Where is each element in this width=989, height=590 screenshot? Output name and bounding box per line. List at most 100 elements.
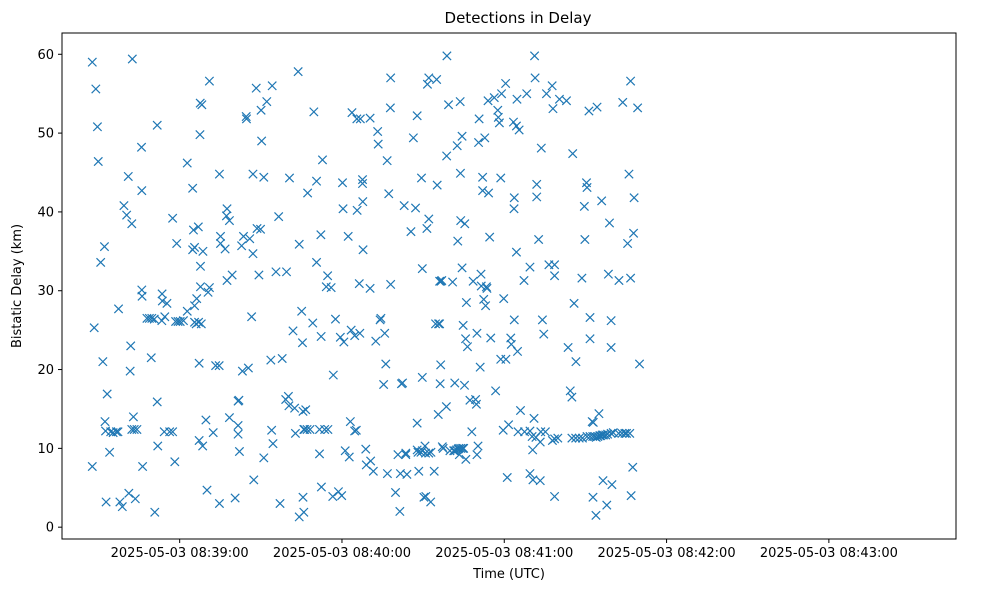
data-point	[441, 401, 452, 412]
data-point	[214, 360, 224, 371]
data-point	[530, 73, 540, 83]
data-point	[621, 428, 632, 439]
data-point	[532, 192, 542, 202]
data-point	[503, 420, 514, 430]
data-point	[259, 453, 269, 463]
data-point	[634, 359, 645, 369]
data-point	[311, 257, 322, 267]
data-point	[412, 418, 422, 428]
data-point	[365, 283, 375, 293]
data-point	[455, 96, 465, 107]
data-point	[456, 443, 466, 453]
data-point	[626, 491, 636, 501]
data-point	[571, 357, 581, 367]
data-point	[461, 297, 472, 308]
data-point	[127, 219, 137, 229]
data-point	[96, 257, 106, 267]
data-points	[87, 51, 645, 522]
data-point	[100, 416, 110, 427]
data-point	[429, 466, 439, 476]
data-point	[339, 337, 349, 347]
data-point	[594, 409, 604, 419]
data-point	[132, 424, 142, 435]
data-point	[629, 193, 639, 203]
data-point	[417, 264, 427, 274]
data-point	[479, 294, 489, 305]
data-point	[406, 226, 416, 237]
data-point	[386, 73, 396, 83]
data-point	[137, 291, 147, 301]
data-point	[127, 54, 137, 64]
data-point	[614, 275, 624, 286]
data-point	[89, 323, 99, 333]
data-point	[149, 314, 159, 324]
data-point	[194, 435, 204, 446]
data-point	[246, 312, 257, 322]
data-point	[496, 89, 507, 99]
data-point	[373, 126, 383, 137]
data-point	[137, 461, 148, 472]
data-point	[478, 172, 488, 182]
data-point	[237, 366, 248, 376]
data-point	[165, 427, 175, 437]
data-point	[87, 57, 97, 67]
data-point	[193, 222, 203, 232]
data-point	[284, 401, 294, 411]
data-point	[309, 107, 319, 117]
data-point	[603, 269, 614, 279]
data-point	[211, 360, 221, 371]
data-point	[480, 133, 490, 143]
data-point	[606, 316, 616, 326]
data-point	[401, 448, 411, 458]
data-point	[222, 204, 232, 214]
data-point	[352, 114, 362, 124]
data-point	[168, 213, 178, 223]
data-point	[435, 379, 445, 389]
data-point	[554, 94, 565, 104]
data-point	[438, 443, 448, 453]
data-point	[172, 238, 182, 249]
data-point	[337, 178, 348, 188]
data-point	[493, 112, 503, 122]
data-point	[350, 331, 360, 341]
data-point	[486, 333, 496, 343]
data-point	[344, 452, 354, 462]
data-point	[509, 315, 519, 325]
data-point	[204, 282, 215, 293]
data-point	[343, 231, 353, 241]
data-point	[571, 433, 581, 443]
data-point	[473, 441, 483, 451]
data-point	[567, 392, 577, 402]
data-point	[472, 450, 482, 460]
data-point	[382, 156, 392, 166]
data-point	[426, 497, 436, 507]
data-point	[301, 405, 311, 415]
data-point	[456, 215, 466, 226]
data-point	[574, 433, 584, 443]
data-point	[335, 332, 345, 342]
y-tick-label: 40	[37, 205, 54, 220]
data-point	[328, 491, 338, 502]
data-point	[478, 186, 488, 196]
data-point	[471, 399, 482, 409]
data-point	[474, 114, 484, 124]
data-point	[314, 449, 325, 459]
data-point	[485, 232, 495, 242]
data-point	[102, 389, 112, 399]
data-point	[602, 500, 612, 510]
data-point	[480, 301, 491, 311]
data-point	[214, 498, 225, 509]
plot-area	[61, 32, 957, 540]
data-point	[257, 136, 267, 146]
data-point	[460, 334, 471, 344]
data-point	[434, 276, 445, 286]
data-point	[284, 173, 295, 183]
data-point	[473, 137, 484, 148]
data-point	[618, 97, 628, 107]
data-point	[628, 228, 639, 238]
data-point	[437, 275, 447, 286]
data-point	[395, 506, 405, 517]
data-point	[98, 357, 108, 367]
data-point	[170, 457, 180, 467]
